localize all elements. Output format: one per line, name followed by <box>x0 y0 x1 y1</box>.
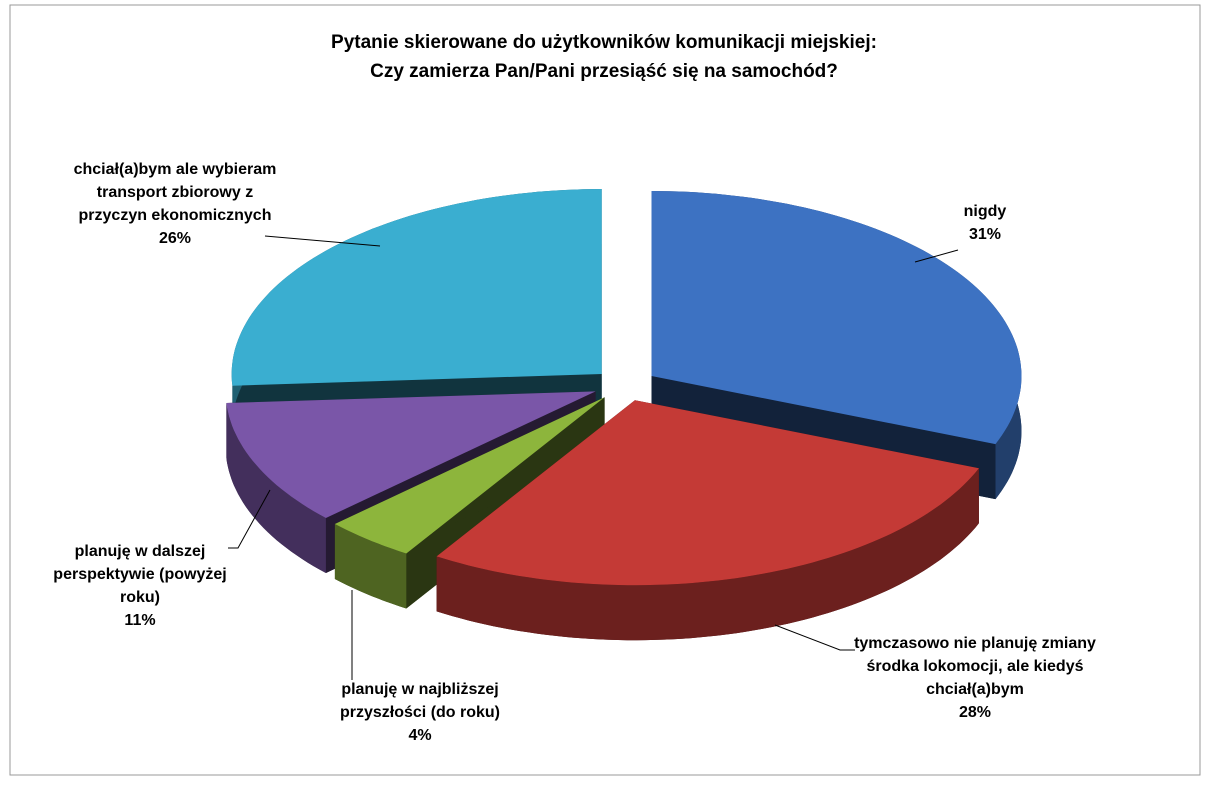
value-label: 11% <box>124 612 156 629</box>
value-label: 26% <box>158 230 192 247</box>
category-label: planuję w najbliższej przyszłości (do ro… <box>339 681 501 721</box>
category-label: tymczasowo nie planuję zmiany środka lok… <box>854 635 1096 698</box>
leader-lines <box>228 235 959 680</box>
value-label: 28% <box>958 704 992 721</box>
category-label: planuję w dalszej perspektywie (powyżej … <box>53 543 227 606</box>
leader-line <box>914 249 959 263</box>
slice-top <box>231 189 602 386</box>
slice-top <box>334 397 605 554</box>
data-label: planuję w najbliższej przyszłości (do ro… <box>305 678 535 747</box>
slice <box>231 189 602 441</box>
data-label: planuję w dalszej perspektywie (powyżej … <box>40 540 240 632</box>
value-label: 4% <box>408 727 432 744</box>
pie <box>226 189 1022 641</box>
slice-top <box>226 391 596 518</box>
data-label: tymczasowo nie planuję zmiany środka lok… <box>850 632 1100 724</box>
value-label: 31% <box>968 226 1002 243</box>
leader-line <box>264 235 381 247</box>
leader-line <box>774 624 855 651</box>
slice-side <box>334 524 407 609</box>
leader-line <box>228 489 271 549</box>
chart-title: Pytanie skierowane do użytkowników komun… <box>331 32 877 82</box>
data-label: nigdy 31% <box>925 200 1045 246</box>
category-label: nigdy <box>963 203 1007 220</box>
slice-side <box>436 468 979 641</box>
slice-side <box>226 403 326 573</box>
slice-top <box>651 191 1022 445</box>
slice-top <box>436 400 979 586</box>
slice <box>436 400 979 641</box>
category-label: chciał(a)bym ale wybieram transport zbio… <box>73 161 277 224</box>
data-label: chciał(a)bym ale wybieram transport zbio… <box>70 158 280 250</box>
